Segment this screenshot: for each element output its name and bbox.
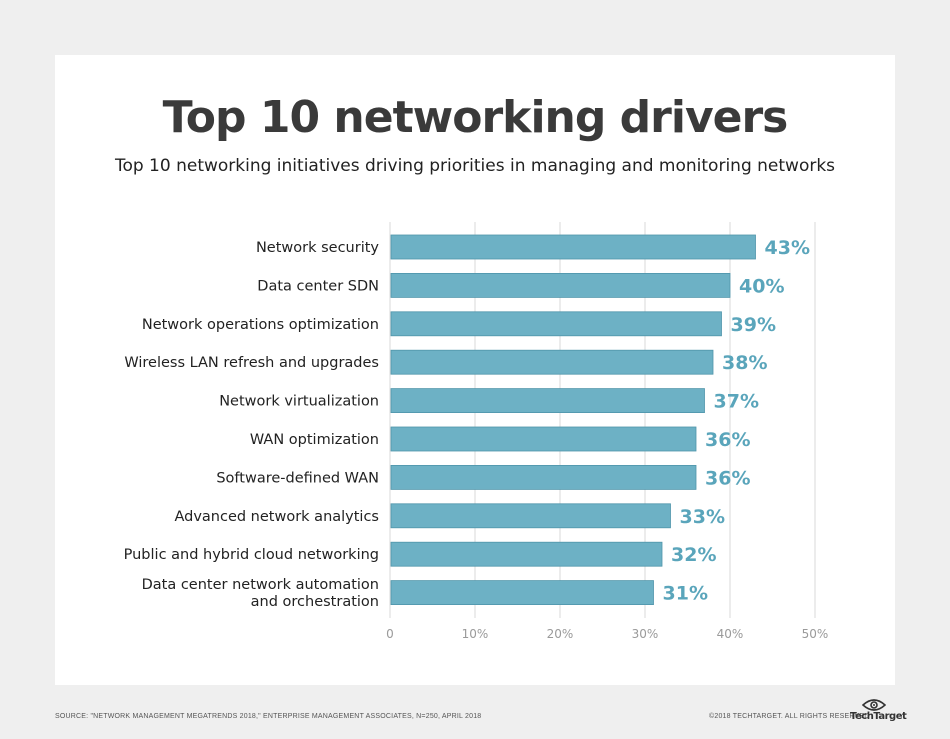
bar — [390, 541, 663, 567]
bar — [390, 311, 722, 337]
x-tick-label: 50% — [802, 627, 829, 641]
techtarget-logo: TechTarget — [850, 698, 907, 726]
bar — [390, 580, 654, 605]
category-label: Data center network automation and orches… — [142, 577, 379, 610]
bar — [390, 503, 671, 529]
data-label: 33% — [680, 506, 725, 528]
data-label: 31% — [663, 583, 708, 605]
bar — [390, 349, 714, 375]
bar — [390, 464, 697, 490]
category-label: Network virtualization — [219, 394, 379, 410]
x-tick-label: 20% — [547, 627, 574, 641]
x-tick-label: 0 — [386, 627, 394, 641]
x-tick-label: 40% — [717, 627, 744, 641]
logo-text: TechTarget — [850, 711, 907, 722]
data-label: 39% — [731, 314, 776, 336]
data-label: 38% — [722, 352, 767, 374]
category-label: Public and hybrid cloud networking — [124, 547, 379, 563]
data-label: 32% — [671, 544, 716, 566]
category-label: Network security — [256, 240, 379, 256]
category-label: Wireless LAN refresh and upgrades — [124, 355, 379, 371]
copyright-note: ©2018 TECHTARGET. ALL RIGHTS RESERVED — [709, 713, 870, 720]
bar — [390, 272, 731, 298]
x-tick-label: 30% — [632, 627, 659, 641]
category-label: Software-defined WAN — [216, 470, 379, 486]
category-label: Network operations optimization — [142, 317, 379, 333]
data-label: 43% — [765, 237, 810, 259]
data-label: 37% — [714, 391, 759, 413]
chart-title: Top 10 networking drivers — [162, 92, 789, 143]
data-label: 40% — [739, 275, 784, 297]
category-label: WAN optimization — [250, 432, 379, 448]
data-label: 36% — [705, 429, 750, 451]
chart-subtitle: Top 10 networking initiatives driving pr… — [114, 156, 836, 176]
data-label: 36% — [705, 467, 750, 489]
bar — [390, 234, 756, 260]
category-label: Data center SDN — [257, 278, 379, 294]
bar — [390, 388, 705, 414]
category-label: Advanced network analytics — [174, 509, 379, 525]
source-note: SOURCE: "NETWORK MANAGEMENT MEGATRENDS 2… — [55, 713, 482, 720]
x-tick-label: 10% — [462, 627, 489, 641]
eye-icon — [862, 699, 886, 711]
bar — [390, 426, 697, 452]
